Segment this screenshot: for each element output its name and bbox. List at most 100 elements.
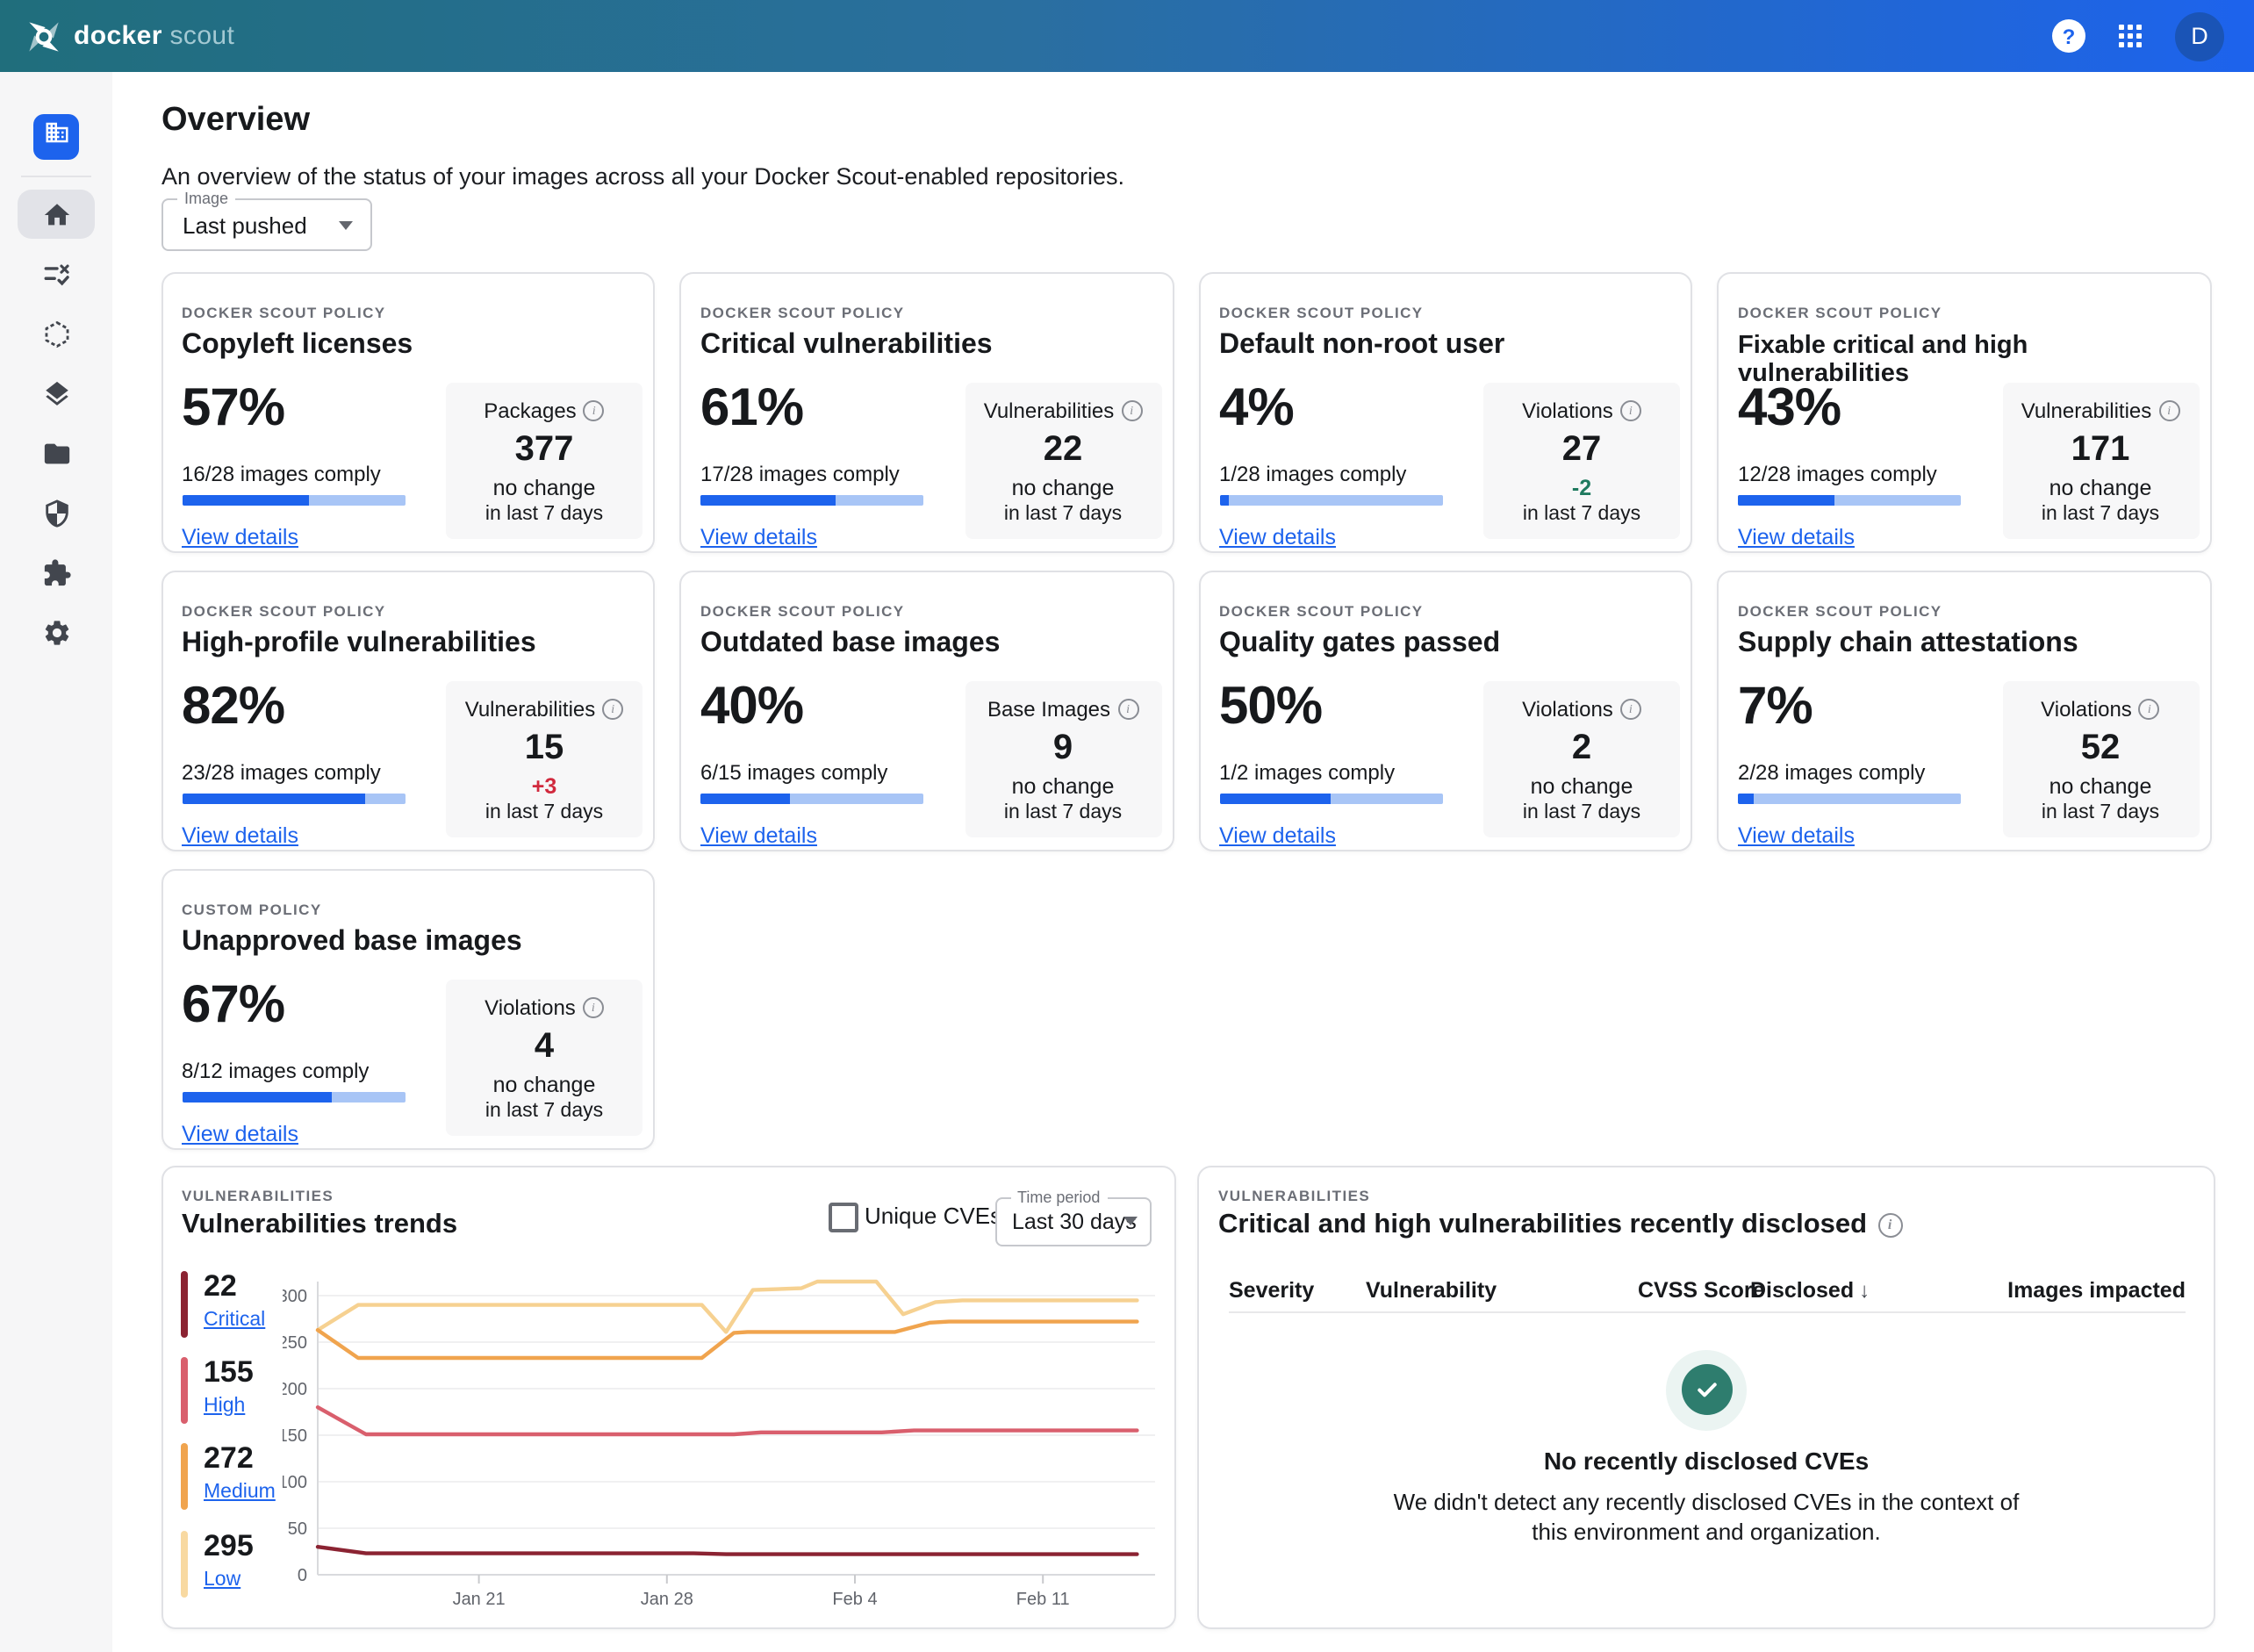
stat-period: in last 7 days bbox=[485, 504, 604, 525]
unique-cves-checkbox[interactable] bbox=[828, 1202, 858, 1232]
sidebar-divider bbox=[21, 176, 91, 177]
checklist-icon bbox=[41, 259, 71, 289]
view-details-link[interactable]: View details bbox=[1738, 823, 1855, 848]
card-overline: DOCKER SCOUT POLICY bbox=[1738, 304, 1942, 321]
medium-link[interactable]: Medium bbox=[204, 1481, 276, 1502]
legend-item-high: 155 High bbox=[180, 1355, 254, 1423]
column-header-vulnerability[interactable]: Vulnerability bbox=[1366, 1277, 1497, 1302]
svg-text:50: 50 bbox=[287, 1519, 306, 1538]
critical-color-bar bbox=[180, 1270, 188, 1337]
sidebar-item-integrations[interactable] bbox=[18, 548, 95, 597]
stat-value: 171 bbox=[2071, 430, 2130, 469]
images-comply-text: 16/28 images comply bbox=[182, 462, 381, 486]
sidebar-item-policies[interactable] bbox=[18, 249, 95, 298]
svg-text:100: 100 bbox=[282, 1472, 306, 1491]
sidebar-item-layers[interactable] bbox=[18, 369, 95, 418]
view-details-link[interactable]: View details bbox=[700, 525, 817, 549]
images-comply-text: 6/15 images comply bbox=[700, 760, 888, 785]
trends-line-chart[interactable]: 0 50 100 150 200 250 300 Jan 21 Jan 28 Feb 4 Feb 1… bbox=[277, 1274, 1168, 1618]
stat-value: 15 bbox=[524, 729, 564, 767]
column-header-disclosed[interactable]: Disclosed bbox=[1750, 1277, 1870, 1302]
sidebar-item-home[interactable] bbox=[18, 190, 95, 239]
info-icon[interactable] bbox=[1619, 400, 1641, 421]
view-details-link[interactable]: View details bbox=[182, 823, 298, 848]
info-icon[interactable] bbox=[582, 997, 604, 1018]
empty-state-body: We didn't detect any recently disclosed … bbox=[1393, 1488, 2020, 1544]
stat-change: no change bbox=[1011, 476, 1115, 500]
card-title: High-profile vulnerabilities bbox=[182, 628, 536, 658]
compliance-percent: 7% bbox=[1738, 678, 1813, 736]
column-header-cvss-score[interactable]: CVSS Score bbox=[1638, 1277, 1765, 1302]
stat-box: Vulnerabilities 22 no change in last 7 d… bbox=[965, 383, 1161, 539]
stat-label: Violations bbox=[2041, 697, 2160, 722]
view-details-link[interactable]: View details bbox=[182, 525, 298, 549]
view-details-link[interactable]: View details bbox=[1219, 823, 1336, 848]
image-filter-label: Image bbox=[177, 190, 236, 207]
critical-link[interactable]: Critical bbox=[204, 1309, 266, 1330]
compliance-percent: 61% bbox=[700, 379, 804, 437]
info-icon[interactable] bbox=[1121, 400, 1143, 421]
recently-disclosed-panel: VULNERABILITIES Critical and high vulner… bbox=[1197, 1165, 2215, 1629]
sidebar-item-repositories[interactable] bbox=[18, 428, 95, 478]
info-icon[interactable] bbox=[583, 400, 605, 421]
low-link[interactable]: Low bbox=[204, 1569, 241, 1590]
folder-icon bbox=[41, 438, 71, 468]
sort-desc-icon bbox=[1859, 1277, 1870, 1302]
stat-box: Vulnerabilities 15 +3 in last 7 days bbox=[446, 681, 642, 837]
sidebar bbox=[0, 72, 112, 1652]
stat-change: no change bbox=[1530, 774, 1633, 799]
apps-grid-icon[interactable] bbox=[2119, 25, 2142, 47]
shield-icon bbox=[41, 498, 71, 528]
view-details-link[interactable]: View details bbox=[700, 823, 817, 848]
card-overline: DOCKER SCOUT POLICY bbox=[182, 602, 386, 620]
stat-change: no change bbox=[492, 1073, 596, 1097]
compliance-percent: 82% bbox=[182, 678, 285, 736]
info-icon[interactable] bbox=[1117, 699, 1139, 720]
images-comply-text: 1/2 images comply bbox=[1219, 760, 1396, 785]
panel-overline: VULNERABILITIES bbox=[1218, 1186, 1371, 1203]
info-icon[interactable] bbox=[1877, 1212, 1903, 1237]
high-link[interactable]: High bbox=[204, 1395, 246, 1416]
svg-text:Jan 28: Jan 28 bbox=[640, 1589, 693, 1608]
stat-period: in last 7 days bbox=[485, 1101, 604, 1122]
unique-cves-label: Unique CVEs bbox=[865, 1202, 1002, 1228]
disclosed-title: Critical and high vulnerabilities recent… bbox=[1218, 1209, 1903, 1240]
building-icon bbox=[43, 119, 69, 154]
column-header-severity[interactable]: Severity bbox=[1229, 1277, 1315, 1302]
info-icon[interactable] bbox=[1619, 699, 1641, 720]
policy-card-critical-vulnerabilities: DOCKER SCOUT POLICY Critical vulnerabili… bbox=[679, 272, 1174, 553]
sidebar-item-organization[interactable] bbox=[33, 114, 79, 160]
view-details-link[interactable]: View details bbox=[1219, 525, 1336, 549]
legend-item-medium: 272 Medium bbox=[180, 1441, 276, 1509]
help-icon[interactable] bbox=[2052, 19, 2085, 53]
stat-value: 4 bbox=[534, 1027, 555, 1066]
sidebar-item-images[interactable] bbox=[18, 309, 95, 358]
compliance-percent: 67% bbox=[182, 976, 285, 1034]
info-icon[interactable] bbox=[2138, 699, 2160, 720]
stat-change: no change bbox=[2049, 774, 2152, 799]
view-details-link[interactable]: View details bbox=[1738, 525, 1855, 549]
stat-box: Violations 4 no change in last 7 days bbox=[446, 980, 642, 1136]
sidebar-item-vulnerabilities[interactable] bbox=[18, 488, 95, 537]
view-details-link[interactable]: View details bbox=[182, 1122, 298, 1146]
docker-scout-logo[interactable]: docker scout bbox=[26, 18, 234, 54]
avatar[interactable]: D bbox=[2175, 11, 2224, 61]
column-header-images-impacted[interactable]: Images impacted bbox=[2007, 1277, 2186, 1302]
compliance-percent: 50% bbox=[1219, 678, 1323, 736]
time-period-select[interactable]: Time period Last 30 days bbox=[994, 1188, 1151, 1246]
stat-label: Violations bbox=[1522, 399, 1641, 423]
card-title: Copyleft licenses bbox=[182, 330, 413, 360]
card-overline: DOCKER SCOUT POLICY bbox=[700, 304, 905, 321]
stat-box: Violations 2 no change in last 7 days bbox=[1483, 681, 1680, 837]
info-icon[interactable] bbox=[2158, 400, 2180, 421]
images-comply-text: 12/28 images comply bbox=[1738, 462, 1937, 486]
policy-card-supply-chain-attestations: DOCKER SCOUT POLICY Supply chain attesta… bbox=[1717, 571, 2211, 851]
stat-period: in last 7 days bbox=[1522, 504, 1641, 525]
info-icon[interactable] bbox=[602, 699, 624, 720]
image-filter-select[interactable]: Image Last pushed bbox=[162, 190, 372, 251]
stat-label: Violations bbox=[1522, 697, 1641, 722]
images-comply-text: 17/28 images comply bbox=[700, 462, 900, 486]
policy-card-default-non-root-user: DOCKER SCOUT POLICY Default non-root use… bbox=[1198, 272, 1692, 553]
card-title: Critical vulnerabilities bbox=[700, 330, 993, 360]
sidebar-item-settings[interactable] bbox=[18, 607, 95, 657]
